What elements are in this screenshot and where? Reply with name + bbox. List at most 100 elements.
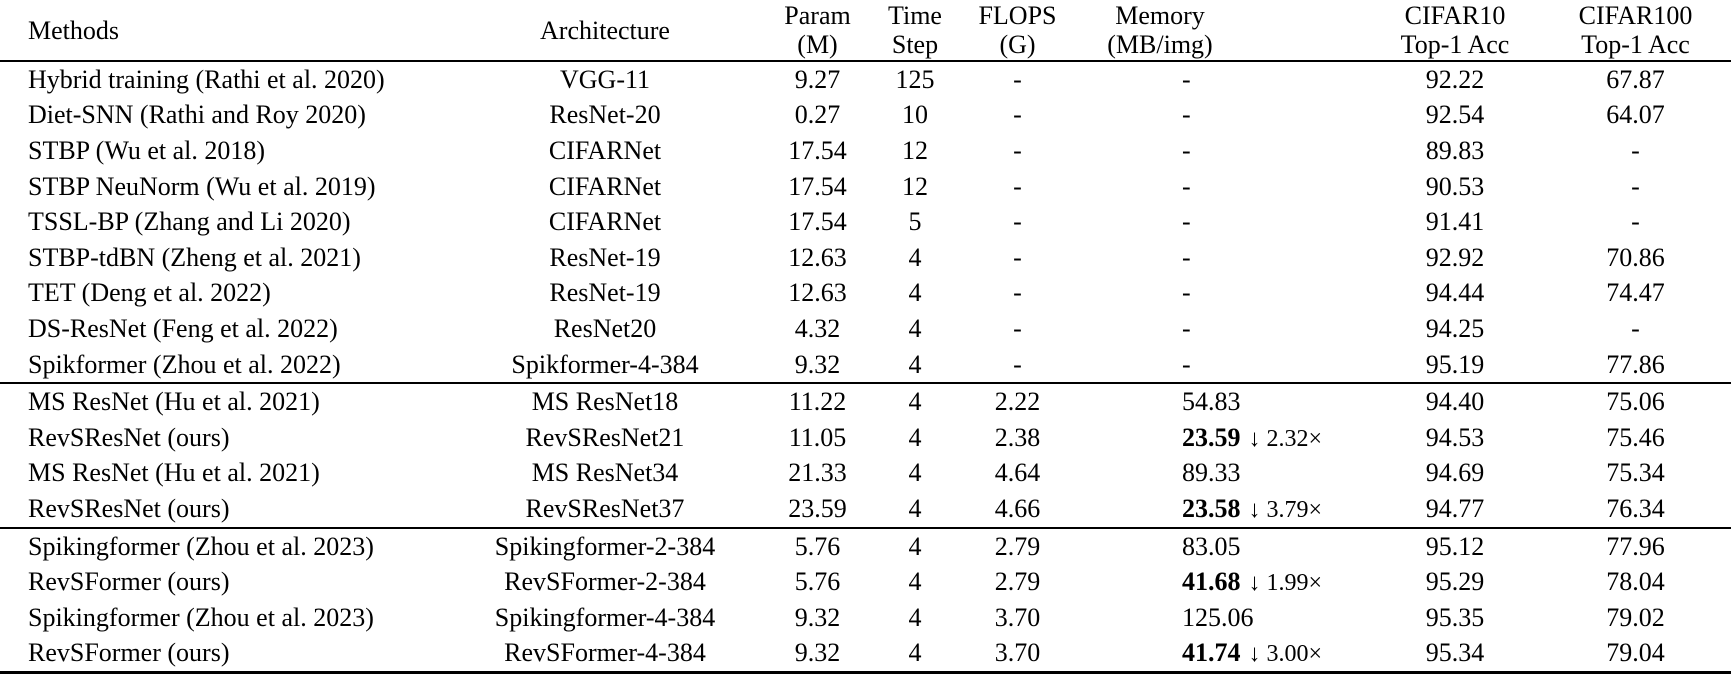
cell-method: MS ResNet (Hu et al. 2021) [28,458,320,488]
cell-cifar100: - [1631,135,1640,165]
cell-flops: 3.70 [994,638,1041,668]
table-row: Spikformer (Zhou et al. 2022) Spikformer-… [0,347,1731,384]
cell-time-step: 4 [908,242,922,272]
cell-flops: 2.79 [994,531,1041,561]
cell-cifar100: 75.06 [1606,387,1665,417]
cell-method: DS-ResNet (Feng et al. 2022) [28,313,338,343]
cell-architecture: ResNet-19 [549,242,661,272]
cell-memory: 41.74 ↓ 3.00× [1070,636,1370,673]
column-header-param: Param (M) [770,0,865,61]
cell-memory: - [1070,311,1370,347]
memory-value: - [1182,349,1191,379]
cell-time-step: 4 [908,638,922,668]
cell-cifar10: 92.92 [1425,242,1485,272]
cell-architecture: ResNet-19 [549,278,661,308]
cell-architecture: MS ResNet34 [531,458,679,488]
cell-memory: - [1070,169,1370,205]
table-row: RevSFormer (ours) RevSFormer-2-384 5.76 4 2.… [0,564,1731,600]
memory-value: 41.74 [1182,638,1241,668]
cell-param: 21.33 [788,458,847,488]
cell-cifar100: 74.47 [1606,278,1665,308]
cell-cifar10: 95.34 [1425,638,1485,668]
cell-method: Spikformer (Zhou et al. 2022) [28,349,341,379]
memory-value: 83.05 [1182,531,1241,561]
cell-memory: - [1070,61,1370,98]
cell-architecture: RevSResNet21 [525,422,685,452]
memory-value: - [1182,207,1191,237]
table-group-prior-methods: Hybrid training (Rathi et al. 2020) VGG-1… [0,61,1731,383]
table-row: Diet-SNN (Rathi and Roy 2020) ResNet-20 0.… [0,98,1731,134]
cell-cifar100: 67.87 [1606,64,1665,94]
cell-time-step: 4 [908,493,922,523]
memory-value: - [1182,64,1191,94]
cell-flops: - [1013,313,1022,343]
cell-time-step: 4 [908,313,922,343]
cell-time-step: 4 [908,387,922,417]
header-label: Memory [1115,1,1205,30]
column-header-cifar10: CIFAR10 Top-1 Acc [1370,0,1540,61]
cell-method: Diet-SNN (Rathi and Roy 2020) [28,100,366,130]
cell-cifar10: 95.35 [1425,602,1485,632]
cell-method: RevSResNet (ours) [28,422,230,452]
table-row: TET (Deng et al. 2022) ResNet-19 12.63 4 - - 9… [0,276,1731,312]
header-label: Step [891,30,939,59]
cell-architecture: MS ResNet18 [531,387,679,417]
header-label: CIFAR10 [1404,1,1506,30]
cell-memory: 83.05 [1070,528,1370,565]
cell-cifar10: 95.12 [1425,531,1485,561]
table-row: STBP (Wu et al. 2018) CIFARNet 17.54 12 - - 89… [0,133,1731,169]
column-header-time-step: Time Step [865,0,965,61]
cell-memory: - [1070,133,1370,169]
cell-cifar100: 75.34 [1606,458,1665,488]
cell-cifar10: 90.53 [1425,171,1485,201]
cell-time-step: 125 [895,64,935,94]
memory-value: - [1182,135,1191,165]
cell-flops: - [1013,171,1022,201]
cell-time-step: 4 [908,278,922,308]
header-label: (M) [797,30,838,59]
memory-value: 23.58 [1182,493,1241,523]
table-row: Spikingformer (Zhou et al. 2023) Spikingf… [0,528,1731,565]
cell-cifar100: 75.46 [1606,422,1665,452]
header-label: Top-1 Acc [1400,30,1510,59]
cell-flops: - [1013,278,1022,308]
cell-architecture: Spikingformer-2-384 [494,531,716,561]
cell-param: 5.76 [794,567,841,597]
header-label: FLOPS [978,1,1057,30]
cell-architecture: VGG-11 [559,64,651,94]
cell-cifar10: 95.19 [1425,349,1485,379]
table-row: MS ResNet (Hu et al. 2021) MS ResNet18 11.… [0,383,1731,420]
memory-value: 89.33 [1182,458,1241,488]
cell-param: 11.05 [788,422,847,452]
cell-architecture: RevSFormer-2-384 [504,567,706,597]
header-label: CIFAR100 [1578,1,1693,30]
cell-method: Spikingformer (Zhou et al. 2023) [28,602,374,632]
table-row: RevSResNet (ours) RevSResNet37 23.59 4 4.66 2… [0,491,1731,528]
column-header-memory: Memory (MB/img) [1070,0,1370,61]
cell-time-step: 4 [908,349,922,379]
cell-architecture: CIFARNet [548,171,662,201]
cell-cifar10: 94.77 [1425,493,1485,523]
header-label: Methods [28,15,119,45]
cell-cifar10: 91.41 [1425,207,1485,237]
table-row: Hybrid training (Rathi et al. 2020) VGG-1… [0,61,1731,98]
table-row: RevSFormer (ours) RevSFormer-4-384 9.32 4 3.… [0,636,1731,673]
cell-cifar10: 94.44 [1425,278,1485,308]
column-header-methods: Methods [0,0,440,61]
cell-flops: - [1013,100,1022,130]
table-group-resnet-comparison: MS ResNet (Hu et al. 2021) MS ResNet18 11.… [0,383,1731,527]
table-row: Spikingformer (Zhou et al. 2023) Spikingf… [0,600,1731,636]
cell-cifar10: 95.29 [1425,567,1485,597]
cell-cifar10: 94.25 [1425,313,1485,343]
cell-memory: - [1070,98,1370,134]
memory-value: 125.06 [1182,602,1254,632]
cell-cifar100: 64.07 [1606,100,1665,130]
cell-param: 17.54 [788,207,847,237]
cell-flops: - [1013,242,1022,272]
header-label: (G) [999,30,1036,59]
table-row: TSSL-BP (Zhang and Li 2020) CIFARNet 17.54… [0,204,1731,240]
cell-method: STBP (Wu et al. 2018) [28,135,266,165]
cell-cifar100: 78.04 [1606,567,1665,597]
cell-time-step: 5 [908,207,922,237]
